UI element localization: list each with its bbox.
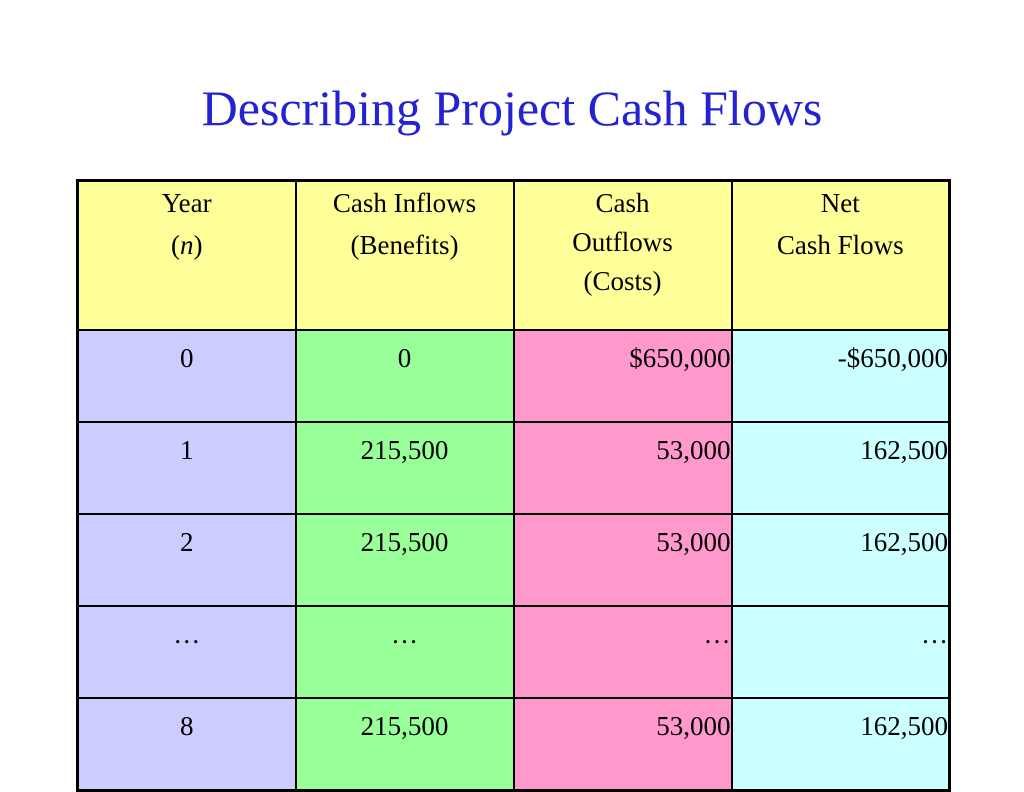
cell-net: … [730,605,951,699]
cell-inflows: 0 [294,329,515,423]
table-row: 2 215,500 53,000 162,500 [76,513,951,607]
header-inflows-sub: (Benefits) [350,230,459,260]
header-cash-outflows: Cash Outflows (Costs) [512,179,733,331]
cash-flow-table: Year (n) Cash Inflows (Benefits) Cash Ou… [76,179,951,792]
header-net-cash-flows: Net Cash Flows [730,179,951,331]
cell-net: -$650,000 [730,329,951,423]
cell-inflows: … [294,605,515,699]
table-row: 8 215,500 53,000 162,500 [76,697,951,792]
header-year-label: Year [161,188,212,218]
cell-net: 162,500 [730,421,951,515]
header-year: Year (n) [76,179,297,331]
cell-outflows: 53,000 [512,513,733,607]
cell-outflows: $650,000 [512,329,733,423]
cell-year: 1 [76,421,297,515]
cell-outflows: 53,000 [512,697,733,792]
cell-net: 162,500 [730,697,951,792]
cell-year: 8 [76,697,297,792]
table-row: 0 0 $650,000 -$650,000 [76,329,951,423]
cell-inflows: 215,500 [294,697,515,792]
header-outflows-sub: (Costs) [583,266,662,296]
table-row: … … … … [76,605,951,699]
cell-year: 2 [76,513,297,607]
slide-title: Describing Project Cash Flows [201,80,823,136]
table-row: 1 215,500 53,000 162,500 [76,421,951,515]
header-outflows-label-1: Cash [595,188,650,218]
cell-year: … [76,605,297,699]
cell-net: 162,500 [730,513,951,607]
header-net-label-2: Cash Flows [776,230,904,260]
table-header-row: Year (n) Cash Inflows (Benefits) Cash Ou… [76,179,951,331]
header-inflows-label: Cash Inflows [332,188,477,218]
header-net-label-1: Net [820,188,860,218]
cell-outflows: 53,000 [512,421,733,515]
cell-inflows: 215,500 [294,513,515,607]
cell-year: 0 [76,329,297,423]
header-year-variable: (n) [171,230,203,260]
header-cash-inflows: Cash Inflows (Benefits) [294,179,515,331]
cell-outflows: … [512,605,733,699]
header-outflows-label-2: Outflows [572,227,673,257]
cell-inflows: 215,500 [294,421,515,515]
